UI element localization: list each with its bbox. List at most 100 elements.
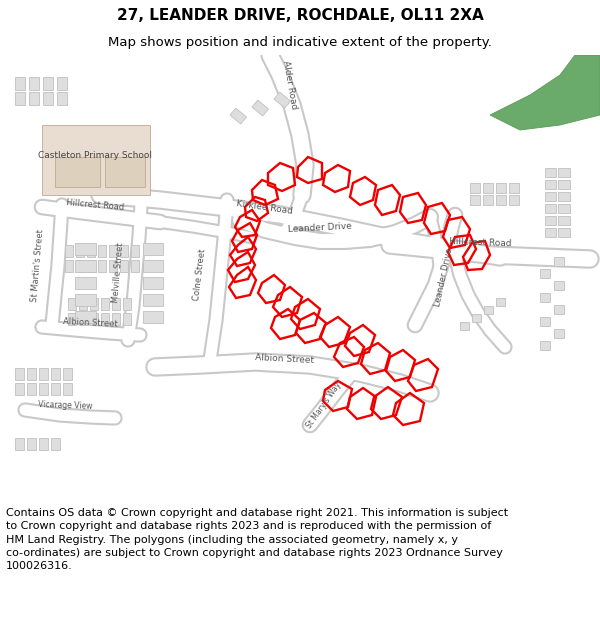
Polygon shape — [230, 108, 247, 124]
Text: Melville Street: Melville Street — [111, 242, 125, 304]
Polygon shape — [68, 313, 76, 325]
Polygon shape — [131, 260, 139, 272]
Polygon shape — [545, 168, 556, 177]
Polygon shape — [274, 92, 290, 108]
Text: Hillcrest Road: Hillcrest Road — [449, 238, 511, 249]
Polygon shape — [51, 438, 60, 450]
Polygon shape — [545, 228, 556, 237]
Polygon shape — [27, 383, 36, 395]
Polygon shape — [87, 245, 95, 257]
Polygon shape — [540, 317, 550, 326]
Polygon shape — [15, 383, 24, 395]
Polygon shape — [76, 245, 84, 257]
Polygon shape — [87, 260, 95, 272]
Polygon shape — [496, 183, 506, 193]
Polygon shape — [27, 368, 36, 380]
Polygon shape — [65, 260, 73, 272]
Polygon shape — [75, 277, 96, 289]
Polygon shape — [509, 195, 519, 205]
Polygon shape — [29, 77, 39, 90]
Polygon shape — [42, 125, 150, 195]
Polygon shape — [545, 204, 556, 213]
Polygon shape — [509, 183, 519, 193]
Polygon shape — [545, 216, 556, 225]
Polygon shape — [540, 341, 550, 350]
Polygon shape — [101, 298, 109, 310]
Polygon shape — [496, 195, 506, 205]
Polygon shape — [79, 313, 87, 325]
Polygon shape — [143, 243, 163, 255]
Polygon shape — [15, 438, 24, 450]
Polygon shape — [131, 245, 139, 257]
Polygon shape — [540, 293, 550, 302]
Text: Castleton Primary School: Castleton Primary School — [38, 151, 152, 159]
Polygon shape — [98, 245, 106, 257]
Text: Hillcrest Road: Hillcrest Road — [65, 198, 124, 212]
Polygon shape — [558, 204, 570, 213]
Polygon shape — [143, 294, 163, 306]
Text: Contains OS data © Crown copyright and database right 2021. This information is : Contains OS data © Crown copyright and d… — [6, 508, 508, 571]
Text: St Mary's Way: St Mary's Way — [305, 380, 343, 430]
Polygon shape — [460, 322, 469, 330]
Polygon shape — [472, 314, 481, 322]
Polygon shape — [76, 260, 84, 272]
Text: Colne Street: Colne Street — [193, 249, 208, 301]
Polygon shape — [109, 245, 117, 257]
Polygon shape — [483, 183, 493, 193]
Polygon shape — [75, 294, 96, 306]
Polygon shape — [105, 157, 145, 187]
Text: Vicarage View: Vicarage View — [38, 399, 92, 411]
Polygon shape — [90, 298, 98, 310]
Polygon shape — [252, 100, 269, 116]
Polygon shape — [540, 269, 550, 278]
Polygon shape — [15, 368, 24, 380]
Polygon shape — [15, 77, 25, 90]
Polygon shape — [554, 305, 564, 314]
Polygon shape — [39, 368, 48, 380]
Polygon shape — [63, 368, 72, 380]
Polygon shape — [558, 180, 570, 189]
Polygon shape — [79, 298, 87, 310]
Polygon shape — [51, 383, 60, 395]
Polygon shape — [112, 313, 120, 325]
Polygon shape — [57, 92, 67, 105]
Text: Leander Drive: Leander Drive — [288, 222, 352, 234]
Polygon shape — [101, 313, 109, 325]
Text: Albion Street: Albion Street — [62, 317, 118, 329]
Polygon shape — [483, 195, 493, 205]
Polygon shape — [75, 260, 96, 272]
Polygon shape — [63, 383, 72, 395]
Polygon shape — [90, 313, 98, 325]
Polygon shape — [29, 92, 39, 105]
Polygon shape — [27, 438, 36, 450]
Polygon shape — [68, 298, 76, 310]
Polygon shape — [120, 245, 128, 257]
Polygon shape — [98, 260, 106, 272]
Text: Leander Drive: Leander Drive — [433, 247, 455, 307]
Polygon shape — [123, 298, 131, 310]
Polygon shape — [143, 260, 163, 272]
Polygon shape — [39, 438, 48, 450]
Text: Kirklee Road: Kirklee Road — [236, 199, 294, 216]
Polygon shape — [558, 168, 570, 177]
Polygon shape — [112, 298, 120, 310]
Text: St Martin's Street: St Martin's Street — [31, 228, 46, 302]
Polygon shape — [75, 243, 96, 255]
Polygon shape — [51, 368, 60, 380]
Polygon shape — [558, 216, 570, 225]
Polygon shape — [558, 192, 570, 201]
Polygon shape — [143, 311, 163, 323]
Polygon shape — [15, 92, 25, 105]
Text: Map shows position and indicative extent of the property.: Map shows position and indicative extent… — [108, 36, 492, 49]
Polygon shape — [484, 306, 493, 314]
Polygon shape — [123, 313, 131, 325]
Polygon shape — [545, 180, 556, 189]
Polygon shape — [57, 77, 67, 90]
Polygon shape — [490, 55, 600, 130]
Text: Albion Street: Albion Street — [256, 353, 314, 365]
Polygon shape — [470, 183, 480, 193]
Polygon shape — [554, 329, 564, 338]
Polygon shape — [65, 245, 73, 257]
Text: 27, LEANDER DRIVE, ROCHDALE, OL11 2XA: 27, LEANDER DRIVE, ROCHDALE, OL11 2XA — [116, 8, 484, 23]
Polygon shape — [554, 281, 564, 290]
